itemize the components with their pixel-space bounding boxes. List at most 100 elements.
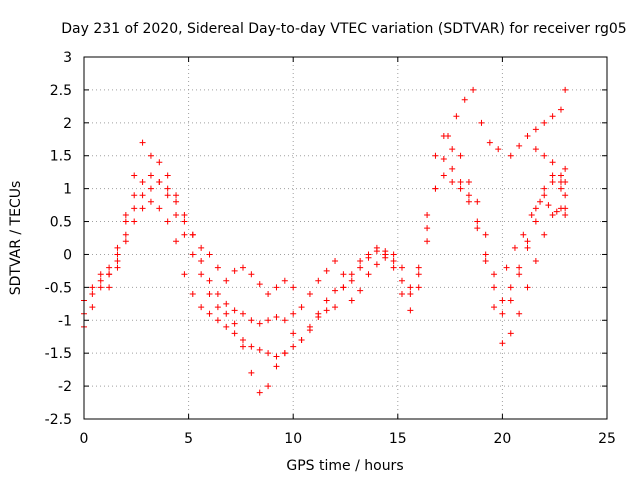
- data-point: [239, 264, 246, 271]
- y-tick-label: -0.5: [45, 280, 72, 296]
- data-point: [445, 132, 452, 139]
- data-point: [474, 225, 481, 232]
- axis-ticks: [83, 56, 608, 420]
- data-point: [348, 277, 355, 284]
- data-point: [239, 343, 246, 350]
- data-point: [256, 389, 263, 396]
- data-point: [407, 307, 414, 314]
- data-point: [340, 271, 347, 278]
- data-point: [532, 258, 539, 265]
- data-point: [491, 271, 498, 278]
- data-point: [357, 264, 364, 271]
- data-point: [164, 172, 171, 179]
- data-point: [562, 86, 569, 93]
- data-point: [398, 264, 405, 271]
- data-point: [281, 317, 288, 324]
- data-point: [340, 284, 347, 291]
- data-point: [382, 254, 389, 261]
- data-point: [147, 152, 154, 159]
- series-track-d: [106, 172, 297, 297]
- data-point: [495, 146, 502, 153]
- data-point: [348, 297, 355, 304]
- data-point: [181, 218, 188, 225]
- data-point: [214, 317, 221, 324]
- data-point: [206, 251, 213, 258]
- data-point: [273, 284, 280, 291]
- data-point: [553, 208, 560, 215]
- data-point: [273, 353, 280, 360]
- data-point: [114, 244, 121, 251]
- data-point: [122, 238, 129, 245]
- data-point: [516, 271, 523, 278]
- x-tick-label: 20: [493, 431, 511, 447]
- data-point: [491, 284, 498, 291]
- data-point: [239, 310, 246, 317]
- data-point: [491, 304, 498, 311]
- data-point: [131, 172, 138, 179]
- data-point: [524, 244, 531, 251]
- data-point: [499, 340, 506, 347]
- data-point: [524, 238, 531, 245]
- data-point: [156, 205, 163, 212]
- data-point: [256, 320, 263, 327]
- data-point: [298, 304, 305, 311]
- data-point: [106, 284, 113, 291]
- series-track-g: [532, 86, 569, 133]
- data-point: [357, 258, 364, 265]
- data-point: [415, 284, 422, 291]
- data-point: [273, 313, 280, 320]
- data-point: [89, 304, 96, 311]
- data-markers: [81, 86, 569, 396]
- data-point: [189, 251, 196, 258]
- data-point: [549, 159, 556, 166]
- data-point: [198, 244, 205, 251]
- data-point: [223, 277, 230, 284]
- data-point: [89, 284, 96, 291]
- data-point: [398, 290, 405, 297]
- y-tick-label: 2.5: [50, 83, 72, 99]
- data-point: [214, 304, 221, 311]
- data-point: [407, 284, 414, 291]
- data-point: [181, 211, 188, 218]
- data-point: [223, 310, 230, 317]
- data-point: [265, 350, 272, 357]
- plot-frame: [83, 56, 608, 420]
- data-point: [306, 327, 313, 334]
- data-point: [256, 346, 263, 353]
- data-point: [365, 271, 372, 278]
- data-point: [415, 271, 422, 278]
- y-tick-label: 0: [63, 247, 72, 263]
- data-point: [139, 205, 146, 212]
- data-point: [478, 119, 485, 126]
- data-point: [440, 172, 447, 179]
- data-point: [139, 139, 146, 146]
- x-tick-label: 5: [184, 431, 193, 447]
- data-point: [139, 192, 146, 199]
- data-point: [106, 271, 113, 278]
- data-point: [122, 231, 129, 238]
- chart-title: Day 231 of 2020, Sidereal Day-to-day VTE…: [61, 21, 626, 37]
- data-point: [290, 284, 297, 291]
- data-point: [524, 284, 531, 291]
- data-point: [524, 132, 531, 139]
- data-point: [482, 251, 489, 258]
- data-point: [189, 231, 196, 238]
- data-point: [164, 185, 171, 192]
- data-point: [557, 172, 564, 179]
- data-point: [231, 307, 238, 314]
- data-point: [231, 330, 238, 337]
- data-point: [181, 271, 188, 278]
- y-tick-label: 1: [63, 182, 72, 198]
- data-point: [549, 211, 556, 218]
- x-tick-label: 15: [389, 431, 407, 447]
- data-point: [181, 231, 188, 238]
- data-point: [265, 317, 272, 324]
- y-tick-label: 3: [63, 50, 72, 66]
- data-point: [173, 238, 180, 245]
- x-tick-label: 0: [80, 431, 89, 447]
- data-point: [541, 185, 548, 192]
- data-point: [223, 323, 230, 330]
- data-point: [373, 248, 380, 255]
- data-point: [549, 113, 556, 120]
- data-point: [281, 277, 288, 284]
